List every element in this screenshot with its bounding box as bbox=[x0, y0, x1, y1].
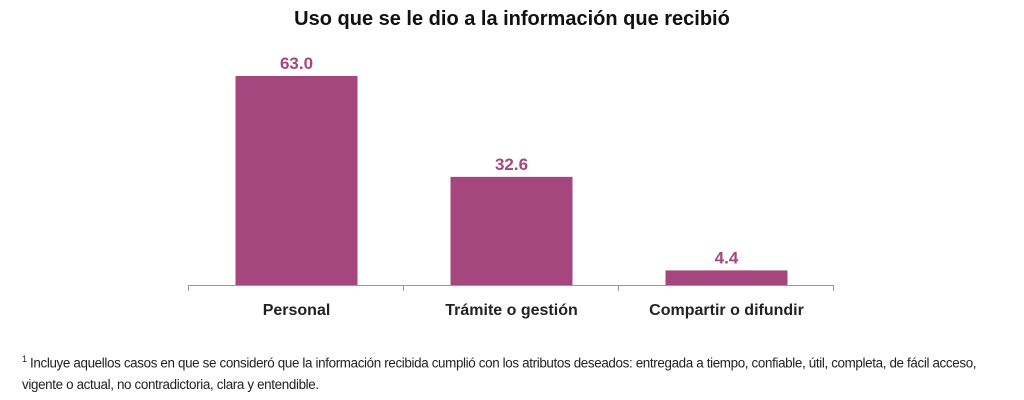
bar bbox=[665, 270, 788, 285]
data-label: 32.6 bbox=[495, 155, 528, 174]
x-tick-label: Trámite o gestión bbox=[445, 302, 577, 319]
bar-chart: 63.0 Personal 32.6 Trámite o gestión 4.4 Comp… bbox=[188, 54, 834, 319]
x-tick-label: Personal bbox=[263, 302, 331, 319]
data-label: 63.0 bbox=[280, 54, 313, 73]
data-label: 4.4 bbox=[715, 248, 739, 267]
bar bbox=[450, 176, 573, 285]
footnote-marker: 1 bbox=[22, 354, 27, 364]
chart-title: Uso que se le dio a la información que r… bbox=[294, 8, 730, 30]
footnote: 1 Incluye aquellos casos en que se consi… bbox=[22, 348, 1012, 396]
footnote-text: Incluye aquellos casos en que se conside… bbox=[22, 355, 977, 393]
x-tick-label: Compartir o difundir bbox=[649, 302, 804, 319]
bar bbox=[235, 76, 358, 285]
